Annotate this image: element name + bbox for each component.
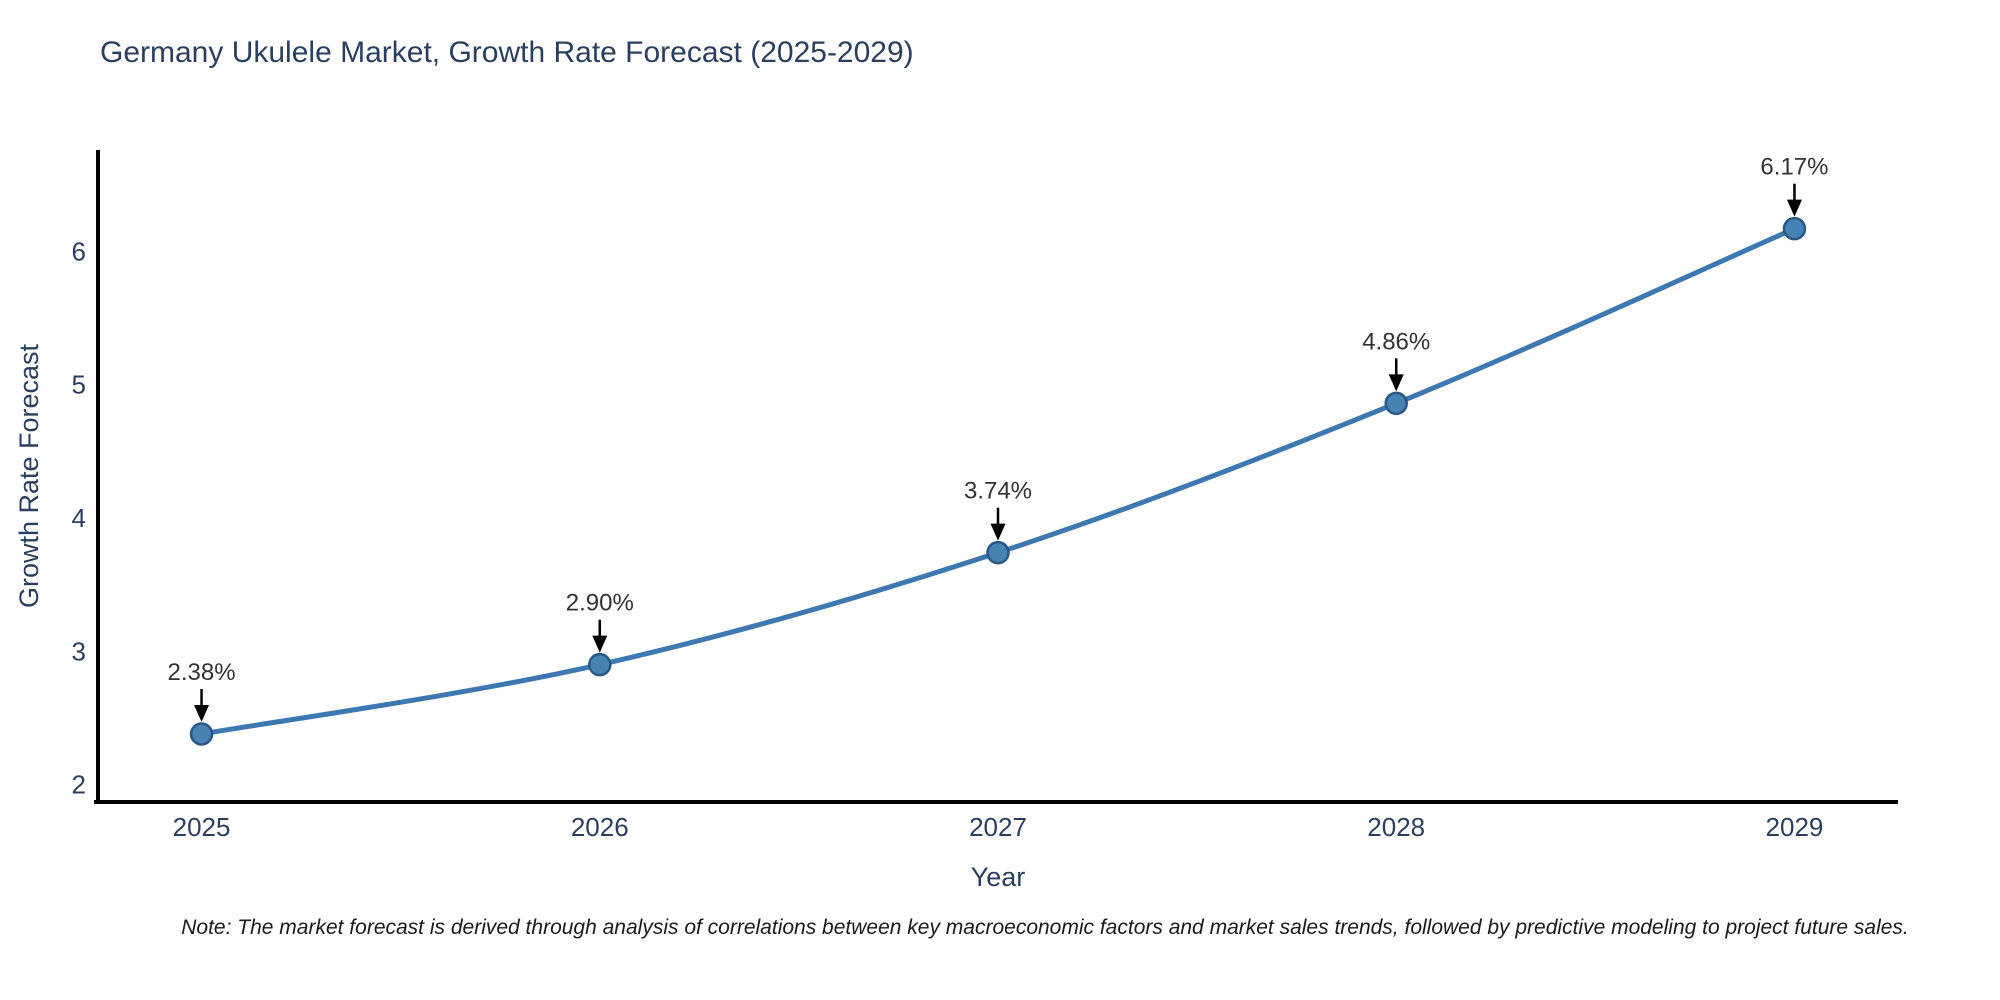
x-tick-label: 2026 xyxy=(571,812,629,842)
annotation-arrowhead-icon xyxy=(1388,374,1404,392)
y-tick-label: 4 xyxy=(72,503,86,533)
annotation-arrowhead-icon xyxy=(194,705,210,722)
x-tick-label: 2025 xyxy=(173,812,231,842)
data-point-marker[interactable] xyxy=(1782,216,1807,241)
chart-title: Germany Ukulele Market, Growth Rate Fore… xyxy=(100,36,914,69)
point-value-label: 4.86% xyxy=(1362,328,1430,355)
series-layer xyxy=(189,216,1807,746)
data-point-marker[interactable] xyxy=(189,722,214,746)
point-annotation: 4.86% xyxy=(1362,328,1430,392)
point-annotation: 2.38% xyxy=(168,659,236,722)
point-value-label: 2.38% xyxy=(168,659,236,686)
point-annotation: 6.17% xyxy=(1760,154,1828,217)
y-axis-title: Growth Rate Forecast xyxy=(14,343,44,609)
x-tick-label: 2028 xyxy=(1367,812,1425,842)
point-annotation: 2.90% xyxy=(566,590,634,653)
point-value-label: 6.17% xyxy=(1760,154,1828,181)
x-tick-label: 2029 xyxy=(1766,812,1824,842)
axes-layer: 2 3 4 5 6 2025 2026 2027 2028 2029 xyxy=(72,150,1898,842)
y-tick-label: 2 xyxy=(72,770,86,800)
point-value-label: 2.90% xyxy=(566,590,634,617)
y-tick-label: 5 xyxy=(72,370,86,400)
y-tick-label: 6 xyxy=(72,236,86,266)
annotation-arrowhead-icon xyxy=(592,635,608,653)
data-point-marker[interactable] xyxy=(986,540,1010,565)
footnote: Note: The market forecast is derived thr… xyxy=(181,916,1909,939)
y-tick-label: 3 xyxy=(72,636,86,666)
point-annotation: 3.74% xyxy=(964,478,1032,541)
annotation-arrowhead-icon xyxy=(1786,199,1802,217)
point-value-label: 3.74% xyxy=(964,478,1032,505)
data-point-marker[interactable] xyxy=(588,652,612,677)
annotation-arrowhead-icon xyxy=(990,523,1006,541)
x-axis-title: Year xyxy=(970,862,1026,892)
annotation-layer: 2.38% 2.90% 3.74% 4.86% 6.17% xyxy=(168,154,1828,722)
data-point-marker[interactable] xyxy=(1384,391,1408,416)
x-tick-label: 2027 xyxy=(969,812,1027,842)
